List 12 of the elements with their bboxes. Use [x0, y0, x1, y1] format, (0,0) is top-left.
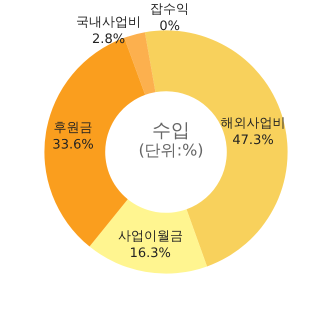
slice-label: 후원금	[54, 120, 93, 136]
text: 수입	[152, 120, 190, 142]
data-label: 16.3%	[130, 246, 171, 261]
text: (단위:%)	[138, 140, 204, 160]
category-label: 잡수익	[150, 2, 190, 18]
data-label: 47.3%	[232, 132, 274, 148]
slice-label: 해외사업비	[220, 116, 286, 131]
slice-label: 사업이월금	[118, 228, 183, 244]
slice-label: 국내사업비	[76, 15, 142, 30]
data-label: 33.6%	[52, 138, 94, 153]
text: 0%	[159, 19, 180, 34]
data-label: 2.8%	[92, 32, 126, 48]
